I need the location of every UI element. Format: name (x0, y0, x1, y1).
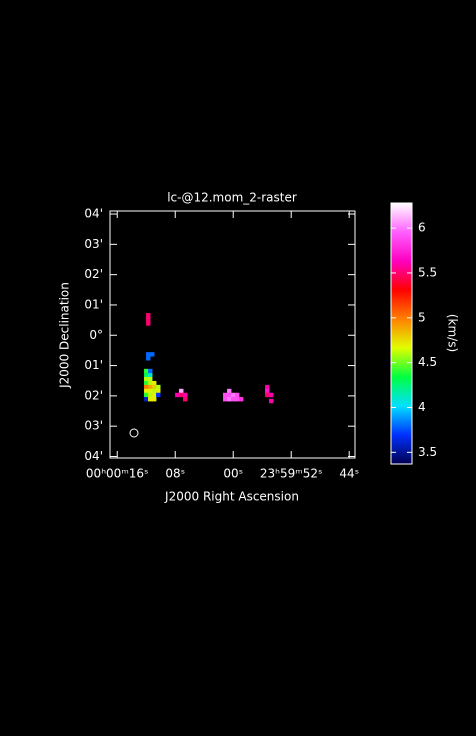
y-tick-label: 01' (84, 297, 103, 311)
pixel (144, 377, 149, 382)
pixel (144, 388, 149, 394)
pixel (148, 392, 153, 398)
pixel (144, 392, 149, 398)
x-tick-label: 00ʰ00ᵐ16ˢ (86, 467, 149, 481)
colorbar-tick-label: 5 (418, 310, 426, 324)
y-tick-label: 03' (84, 237, 103, 251)
pixel (148, 368, 153, 374)
pixel (144, 384, 149, 390)
pixel (146, 356, 151, 361)
pixel (144, 397, 149, 402)
pixel (144, 368, 149, 374)
pixel (146, 316, 151, 322)
pixel (152, 380, 157, 386)
pixel (144, 373, 149, 378)
pixel (144, 380, 149, 386)
pixel (227, 392, 232, 398)
pixel (148, 384, 153, 390)
colorbar-tick-label: 4 (418, 400, 426, 414)
y-tick-label: 02' (84, 267, 103, 281)
pixel (152, 384, 157, 390)
pixel (223, 397, 228, 402)
pixel (152, 392, 157, 398)
pixel (265, 392, 270, 398)
plot-frame (109, 210, 356, 459)
x-tick-label: 44ˢ (339, 467, 359, 481)
pixel (183, 392, 188, 398)
colorbar-tick-label: 4.5 (418, 355, 437, 369)
colorbar-tick-label: 3.5 (418, 445, 437, 459)
pixel (148, 397, 153, 402)
x-tick-label: 08ˢ (165, 467, 185, 481)
y-tick-label: 02' (84, 388, 103, 402)
pixel (235, 392, 240, 398)
pixel (231, 392, 236, 398)
x-tick-label: 00ˢ (223, 467, 243, 481)
pixel (265, 388, 270, 394)
pixel (146, 313, 151, 318)
pixel (227, 397, 232, 402)
pixel (156, 384, 161, 390)
pixel (148, 380, 153, 386)
pixel (269, 398, 274, 404)
pixel (183, 397, 188, 402)
x-tick-label: 23ʰ59ᵐ52ˢ (260, 467, 323, 481)
y-tick-label: 04' (84, 449, 103, 463)
pixel (227, 388, 232, 394)
pixel (269, 392, 274, 398)
y-tick-label: 04' (84, 207, 103, 221)
y-tick-label: 01' (84, 358, 103, 372)
pixel (179, 392, 184, 398)
pixel (265, 384, 270, 390)
colorbar-label: (km/s) (446, 314, 460, 352)
pixel (223, 392, 228, 398)
chart-title: lc-@12.mom_2-raster (167, 191, 297, 205)
pixel (231, 397, 236, 402)
pixel (148, 377, 153, 382)
x-axis-label: J2000 Right Ascension (164, 490, 299, 504)
colorbar-tick-label: 6 (418, 221, 426, 235)
pixel (156, 388, 161, 394)
pixel (179, 388, 184, 394)
pixel (156, 392, 161, 398)
pixel (175, 392, 180, 398)
pixel (148, 373, 153, 378)
pixel (150, 352, 155, 357)
pixel (238, 397, 244, 402)
y-tick-label: 0° (89, 328, 103, 342)
pixel (235, 397, 240, 402)
y-axis-label: J2000 Declination (58, 282, 72, 389)
colorbar-tick-label: 5.5 (418, 265, 437, 279)
y-tick-label: 03' (84, 419, 103, 433)
pixel (152, 388, 157, 394)
colorbar (390, 202, 413, 465)
pixel (148, 388, 153, 394)
pixel (152, 397, 157, 402)
beam (129, 428, 139, 438)
pixel (146, 321, 151, 326)
pixel (146, 352, 151, 357)
